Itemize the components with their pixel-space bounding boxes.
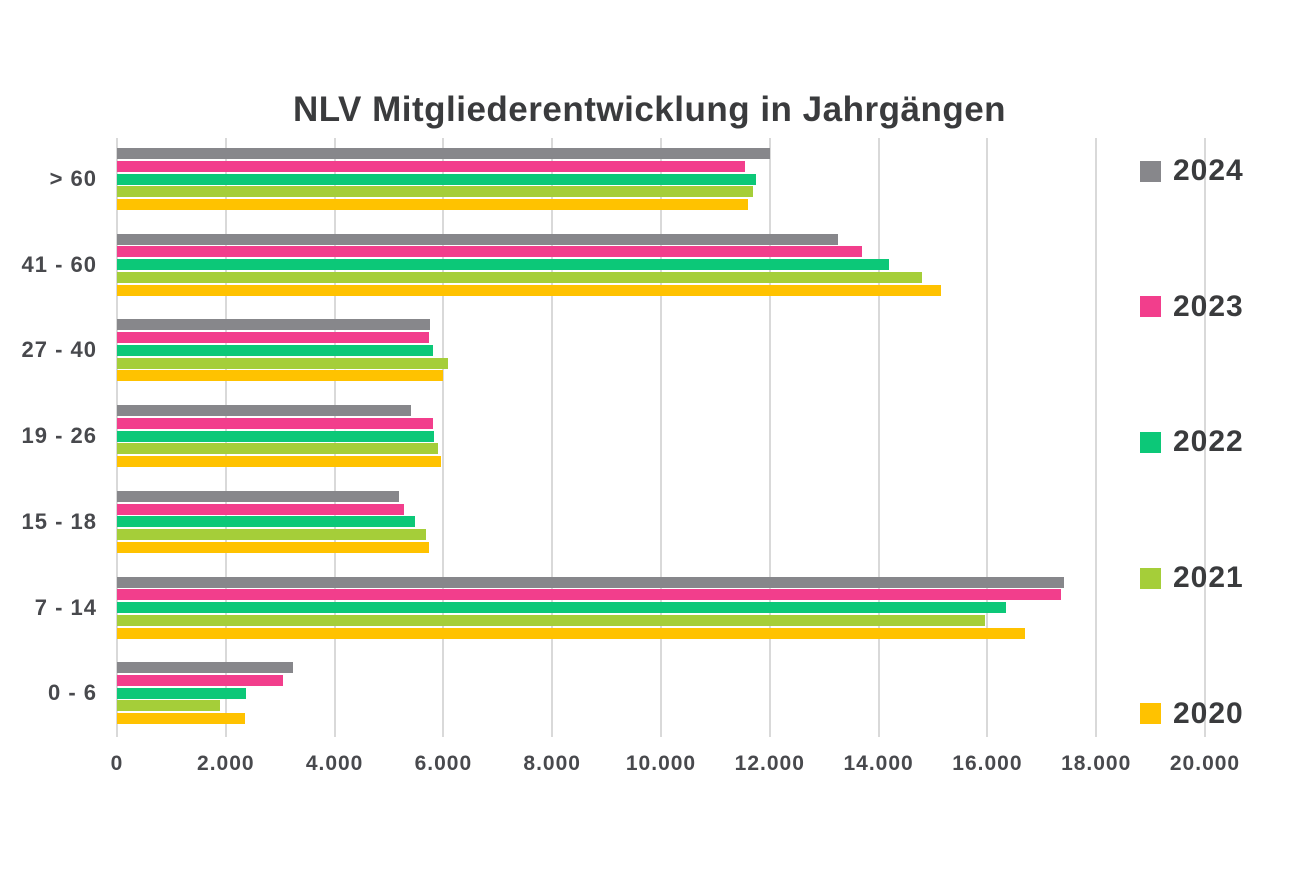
bar-2024-27-40 bbox=[117, 319, 431, 331]
bar-2020-27-40 bbox=[117, 370, 444, 382]
plot-area bbox=[116, 138, 1206, 737]
bar-group-5 bbox=[117, 490, 1205, 553]
bar-2021-7-14 bbox=[117, 614, 985, 626]
x-tick-label-8.000: 8.000 bbox=[523, 752, 581, 775]
bar-2024-7-14 bbox=[117, 576, 1064, 588]
gridline-8.000 bbox=[551, 138, 554, 737]
y-axis-label-7: 0 - 6 bbox=[47, 680, 97, 706]
bar-2023-7-14 bbox=[117, 589, 1061, 601]
legend-item-2023: 2023 bbox=[1140, 290, 1244, 324]
bar-2022-27-40 bbox=[117, 344, 434, 356]
bar-2021-0-6 bbox=[117, 700, 221, 712]
bar-2023-41-60 bbox=[117, 246, 863, 258]
bar-2020-15-18 bbox=[117, 541, 430, 553]
bar-2021-27-40 bbox=[117, 357, 448, 369]
x-tick-label-14.000: 14.000 bbox=[843, 752, 914, 775]
bar-2020-41-60 bbox=[117, 284, 942, 296]
legend-item-2022: 2022 bbox=[1140, 425, 1244, 459]
legend-swatch-2024 bbox=[1140, 160, 1161, 182]
bar-group-1 bbox=[117, 148, 1205, 210]
bar-2024-19-26 bbox=[117, 405, 411, 417]
y-axis-label-4: 19 - 26 bbox=[21, 423, 97, 449]
bar-2023-15-18 bbox=[117, 503, 405, 515]
bar-2023-0-6 bbox=[117, 674, 283, 686]
x-tick-label-4.000: 4.000 bbox=[305, 752, 364, 775]
x-tick-label-6.000: 6.000 bbox=[414, 752, 473, 775]
y-axis-label-3: 27 - 40 bbox=[21, 337, 97, 363]
bar-2020-19-26 bbox=[117, 456, 442, 468]
bar-2022-7-14 bbox=[117, 602, 1007, 613]
gridline-14.000 bbox=[877, 138, 880, 737]
x-tick-label-0: 0 bbox=[110, 752, 124, 775]
gridline-18.000 bbox=[1095, 138, 1098, 737]
legend-item-2021: 2021 bbox=[1140, 561, 1244, 595]
x-tick-label-16.000: 16.000 bbox=[952, 752, 1023, 775]
gridline-10.000 bbox=[660, 138, 662, 737]
bar-group-6 bbox=[117, 576, 1205, 639]
bar-2021-19-26 bbox=[117, 443, 438, 455]
y-axis-label-6: 7 - 14 bbox=[34, 594, 97, 620]
legend-swatch-2023 bbox=[1140, 296, 1161, 318]
bar-2020-7-14 bbox=[117, 627, 1026, 639]
legend-item-2020: 2020 bbox=[1140, 697, 1244, 731]
legend-swatch-2020 bbox=[1140, 703, 1161, 725]
bar-group-4 bbox=[117, 405, 1205, 468]
y-axis-label-2: 41 - 60 bbox=[21, 251, 97, 277]
legend-swatch-2022 bbox=[1140, 431, 1161, 453]
x-tick-label-2.000: 2.000 bbox=[197, 752, 255, 775]
bar-2024->60 bbox=[117, 148, 770, 159]
bar-2023->60 bbox=[117, 160, 746, 172]
bar-2020-0-6 bbox=[117, 713, 246, 725]
legend-item-2024: 2024 bbox=[1140, 154, 1244, 188]
bar-group-3 bbox=[117, 319, 1205, 382]
gridline-16.000 bbox=[986, 138, 989, 737]
gridline-20.000 bbox=[1204, 138, 1206, 737]
bar-2020->60 bbox=[117, 199, 749, 210]
bar-2024-0-6 bbox=[117, 662, 294, 674]
x-tick-label-10.000: 10.000 bbox=[625, 752, 697, 775]
y-axis-label-1: > 60 bbox=[49, 166, 97, 191]
legend-label-2024: 2024 bbox=[1173, 154, 1244, 187]
bar-2024-41-60 bbox=[117, 233, 838, 245]
gridline-6.000 bbox=[442, 138, 445, 737]
bar-2022-15-18 bbox=[117, 516, 415, 528]
bar-2024-15-18 bbox=[117, 490, 400, 502]
bar-2021->60 bbox=[117, 186, 754, 198]
x-tick-label-12.000: 12.000 bbox=[734, 752, 805, 775]
legend-label-2023: 2023 bbox=[1173, 289, 1244, 323]
bar-2021-41-60 bbox=[117, 271, 923, 283]
legend-swatch-2021 bbox=[1140, 567, 1161, 589]
bar-2022-41-60 bbox=[117, 259, 890, 271]
legend-label-2020: 2020 bbox=[1173, 696, 1244, 730]
bar-2022-0-6 bbox=[117, 687, 246, 699]
gridline-12.000 bbox=[768, 138, 771, 737]
x-tick-label-18.000: 18.000 bbox=[1061, 752, 1132, 775]
bar-2022-19-26 bbox=[117, 430, 434, 442]
bar-2022->60 bbox=[117, 173, 757, 185]
x-tick-label-20.000: 20.000 bbox=[1169, 752, 1241, 775]
bar-2023-27-40 bbox=[117, 332, 430, 344]
bar-group-2 bbox=[117, 233, 1205, 296]
bar-group-7 bbox=[117, 662, 1205, 725]
bar-2021-15-18 bbox=[117, 529, 426, 541]
bar-2023-19-26 bbox=[117, 417, 433, 429]
legend-label-2022: 2022 bbox=[1173, 425, 1244, 459]
chart-title: NLV Mitgliederentwicklung in Jahrgängen bbox=[292, 90, 1007, 129]
legend-label-2021: 2021 bbox=[1173, 561, 1244, 595]
y-axis-label-5: 15 - 18 bbox=[21, 508, 97, 534]
